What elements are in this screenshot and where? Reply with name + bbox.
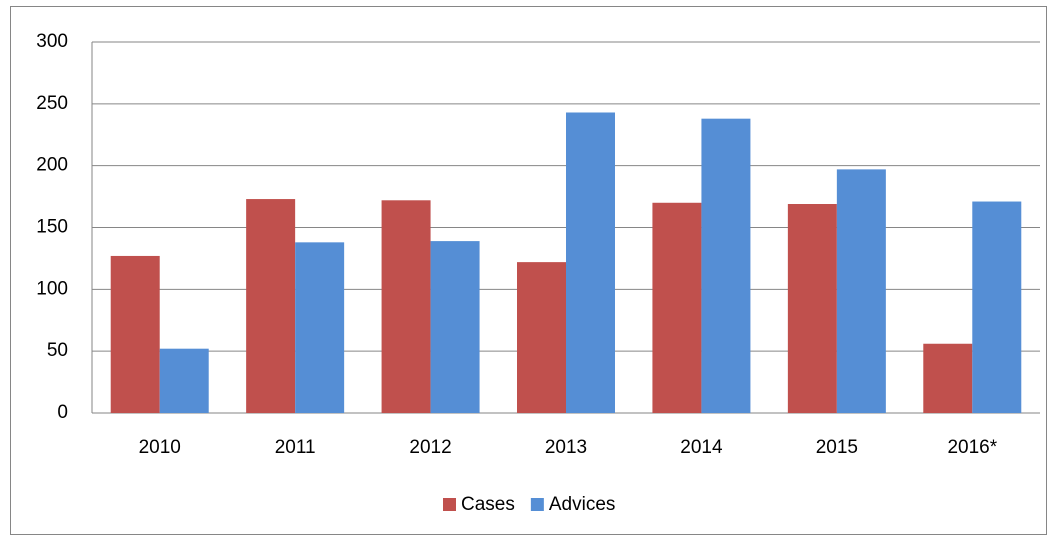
x-tick-label: 2013: [545, 437, 587, 458]
x-tick-label: 2014: [680, 437, 723, 458]
bar: [381, 200, 431, 413]
y-tick-label: 300: [36, 31, 68, 52]
legend-swatch: [443, 498, 456, 511]
bar: [110, 255, 160, 413]
y-tick-label: 200: [36, 155, 68, 176]
y-tick-label: 100: [36, 278, 68, 299]
x-tick-label: 2012: [409, 437, 451, 458]
bar: [972, 201, 1022, 413]
y-tick-label: 150: [36, 217, 68, 238]
y-tick-label: 50: [47, 340, 68, 361]
bar: [836, 169, 886, 413]
legend-swatch: [530, 498, 544, 511]
bar: [701, 118, 751, 413]
x-tick-label: 2016*: [947, 437, 997, 458]
y-tick-label: 0: [57, 402, 68, 423]
legend-label: Advices: [549, 494, 616, 515]
bar: [159, 348, 209, 413]
bar: [430, 241, 480, 413]
x-tick-label: 2011: [275, 437, 316, 458]
bar: [787, 204, 837, 413]
y-tick-label: 250: [36, 93, 68, 114]
bar: [566, 112, 615, 414]
bar: [652, 202, 702, 413]
bar: [246, 199, 296, 413]
legend-label: Cases: [461, 494, 515, 515]
x-tick-label: 2015: [816, 437, 858, 458]
x-tick-label: 2010: [139, 437, 181, 458]
bar: [295, 242, 345, 413]
bar: [517, 262, 566, 413]
bar: [923, 343, 973, 413]
